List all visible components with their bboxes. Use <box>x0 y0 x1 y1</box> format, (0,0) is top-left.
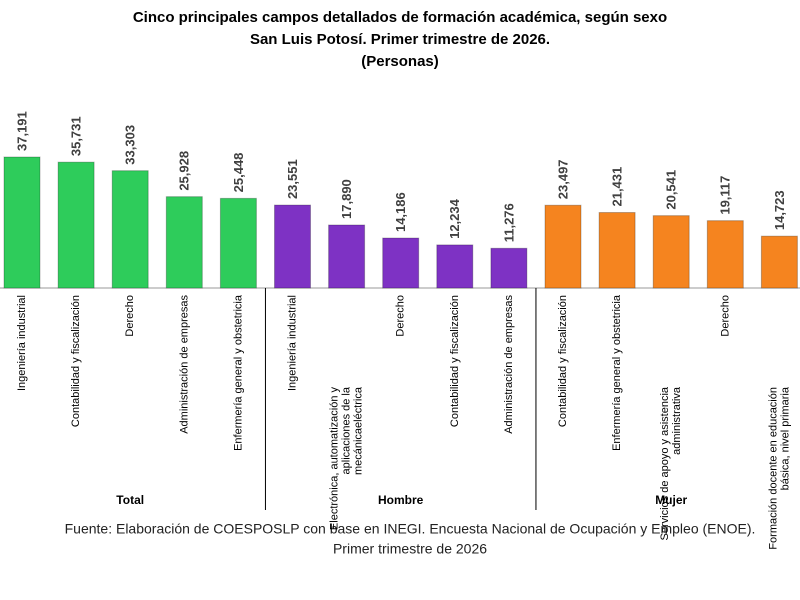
x-tick-label: Contabilidad y fiscalización <box>449 295 461 427</box>
bar <box>382 237 420 289</box>
x-tick-label: Enfermería general y obstetricia <box>232 294 244 451</box>
bar <box>652 215 690 289</box>
group-label: Mujer <box>655 493 687 507</box>
x-tick-label: Ingeniería industrial <box>286 295 298 391</box>
x-tick-label: Administración de empresas <box>503 295 515 434</box>
bar <box>219 197 257 289</box>
group-label: Hombre <box>378 493 424 507</box>
chart-subtitle: San Luis Potosí. Primer trimestre de 202… <box>250 31 550 48</box>
bar <box>3 156 41 289</box>
chart-title: Cinco principales campos detallados de f… <box>133 9 667 26</box>
x-tick-label: Servicios de apoyo y asistenciaadministr… <box>659 386 683 540</box>
bar <box>57 161 95 289</box>
x-tick-label: Ingeniería industrial <box>16 295 28 391</box>
bar <box>274 204 311 289</box>
value-label: 33,303 <box>123 125 138 165</box>
source: Fuente: Elaboración de COESPOSLP con bas… <box>65 521 756 537</box>
bar <box>598 212 636 289</box>
value-label: 20,541 <box>664 170 679 210</box>
x-tick-label: Enfermería general y obstetricia <box>611 294 623 451</box>
value-label: 25,448 <box>231 153 246 193</box>
x-tick-label: Derecho <box>124 295 136 337</box>
bar <box>165 196 203 289</box>
x-tick-label: Contabilidad y fiscalización <box>70 295 82 427</box>
value-label: 23,551 <box>285 159 300 199</box>
bar <box>706 220 744 289</box>
bar <box>490 247 528 289</box>
unit-note: (Personas) <box>361 53 439 70</box>
x-tick-label: Derecho <box>719 295 731 337</box>
bar <box>544 204 582 289</box>
value-label: 23,497 <box>555 159 570 199</box>
value-label: 19,117 <box>718 176 733 215</box>
value-label: 11,276 <box>501 203 516 242</box>
value-label: 14,186 <box>393 192 408 232</box>
x-tick-label: Formación docente en educaciónbásica, ni… <box>767 386 791 550</box>
value-label: 17,890 <box>339 179 354 219</box>
bar <box>328 224 366 289</box>
bar <box>111 170 149 289</box>
value-label: 37,191 <box>14 111 29 151</box>
value-label: 21,431 <box>610 167 625 207</box>
value-label: 35,731 <box>69 116 84 156</box>
value-label: 14,723 <box>772 190 787 230</box>
x-tick-label: Electrónica, automatización yaplicacione… <box>329 386 365 530</box>
value-label: 12,234 <box>447 198 462 239</box>
bar <box>436 244 474 289</box>
x-tick-label: Contabilidad y fiscalización <box>557 295 569 427</box>
x-tick-label: Administración de empresas <box>178 295 190 434</box>
x-tick-label: Derecho <box>395 295 407 337</box>
source: Primer trimestre de 2026 <box>333 541 487 557</box>
value-label: 25,928 <box>177 151 192 191</box>
group-label: Total <box>116 493 144 507</box>
bar <box>760 235 798 289</box>
